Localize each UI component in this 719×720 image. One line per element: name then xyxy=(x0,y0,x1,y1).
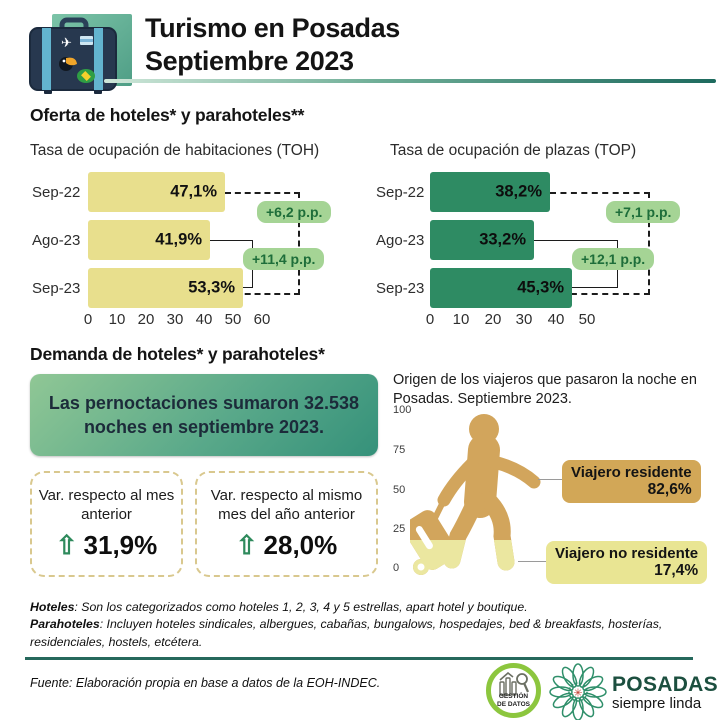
top-bar-ago23: 33,2% xyxy=(430,220,534,260)
top-dashed-connector xyxy=(550,192,650,295)
footnote-parahoteles-def: : Incluyen hoteles sindicales, albergues… xyxy=(30,617,663,649)
residente-value: 82,6% xyxy=(647,481,692,498)
kpi-var-anio-anterior: Var. respecto al mismo mes del año anter… xyxy=(195,471,378,577)
toh-value-sep22: 47,1% xyxy=(170,182,217,201)
kpi1-value: 31,9% xyxy=(83,529,158,560)
top-cat-sep22: Sep-22 xyxy=(376,184,425,201)
residente-label: Viajero residente xyxy=(571,464,692,481)
top-chart-title: Tasa de ocupación de plazas (TOP) xyxy=(390,142,637,159)
footnotes: Hoteles: Son los categorizados como hote… xyxy=(30,599,694,651)
posadas-flower-logo: ✳ xyxy=(549,663,607,720)
toh-xtick-0: 0 xyxy=(83,311,93,328)
posadas-wordmark: POSADAS siempre linda xyxy=(612,674,718,712)
top-xtick-0: 0 xyxy=(425,311,435,328)
kpi1-label: Var. respecto al mes anterior xyxy=(38,487,175,523)
top-xtick-40: 40 xyxy=(547,311,565,328)
top-xtick-20: 20 xyxy=(484,311,502,328)
origen-ytick-50: 50 xyxy=(393,484,406,496)
top-cat-ago23: Ago-23 xyxy=(376,232,425,249)
toh-cat-ago23: Ago-23 xyxy=(32,232,81,249)
title-underline-gradient xyxy=(104,79,716,83)
toh-bar-ago23: 41,9% xyxy=(88,220,210,260)
posadas-tagline: siempre linda xyxy=(612,695,702,712)
toh-xtick-30: 30 xyxy=(166,311,184,328)
top-value-sep23: 45,3% xyxy=(517,278,564,297)
gestion-de-datos-logo: GESTIÓN DE DATOS xyxy=(486,663,541,718)
footnote-parahoteles-term: Parahoteles xyxy=(30,617,100,632)
page-title-line2: Septiembre 2023 xyxy=(145,45,354,76)
origen-ytick-0: 0 xyxy=(393,562,400,574)
toh-annotation-mom: +11,4 p.p. xyxy=(243,248,325,270)
traveler-pictogram xyxy=(410,412,550,582)
toh-value-sep23: 53,3% xyxy=(188,278,235,297)
toh-xtick-50: 50 xyxy=(224,311,242,328)
source-note: Fuente: Elaboración propia en base a dat… xyxy=(30,676,381,690)
top-xtick-30: 30 xyxy=(515,311,533,328)
kpi2-value: 28,0% xyxy=(263,529,338,560)
data-chart-magnifier-icon xyxy=(499,672,530,696)
residente-leader-line xyxy=(538,479,562,480)
kpi-var-mes-anterior: Var. respecto al mes anterior ⇧ 31,9% xyxy=(30,471,183,577)
up-arrow-icon: ⇧ xyxy=(55,530,78,561)
toh-xtick-40: 40 xyxy=(195,311,213,328)
top-xtick-10: 10 xyxy=(452,311,470,328)
top-bar-sep23: 45,3% xyxy=(430,268,572,308)
viajero-residente-chip: Viajero residente 82,6% xyxy=(562,460,701,503)
toh-cat-sep22: Sep-22 xyxy=(32,184,81,201)
toh-chart-title: Tasa de ocupación de habitaciones (TOH) xyxy=(30,142,320,159)
no-residente-value: 17,4% xyxy=(654,562,699,579)
toh-annotation-yoy: +6,2 p.p. xyxy=(257,201,332,223)
top-cat-sep23: Sep-23 xyxy=(376,280,425,297)
oferta-section-heading: Oferta de hoteles* y parahoteles** xyxy=(30,105,305,125)
gestion-line2: DE DATOS xyxy=(497,700,530,708)
top-value-ago23: 33,2% xyxy=(479,230,526,249)
footnote-hoteles-term: Hoteles xyxy=(30,600,75,614)
suitcase-travel-icon: ✈ xyxy=(29,14,132,94)
toh-bar-sep23: 53,3% xyxy=(88,268,243,308)
origen-ytick-100: 100 xyxy=(393,404,412,416)
top-annotation-mom: +12,1 p.p. xyxy=(572,248,655,270)
toh-cat-sep23: Sep-23 xyxy=(32,280,81,297)
toh-xtick-10: 10 xyxy=(108,311,126,328)
no-residente-leader-line xyxy=(518,561,546,562)
top-bar-sep22: 38,2% xyxy=(430,172,550,212)
kpi2-label: Var. respecto al mismo mes del año anter… xyxy=(210,487,363,523)
page-title-line1: Turismo en Posadas xyxy=(145,13,400,43)
gestion-line1: GESTIÓN xyxy=(498,693,529,701)
viajero-no-residente-chip: Viajero no residente 17,4% xyxy=(546,541,708,584)
origen-chart-title: Origen de los viajeros que pasaron la no… xyxy=(393,372,697,407)
svg-text:✳: ✳ xyxy=(573,688,582,700)
page-title: Turismo en Posadas Septiembre 2023 xyxy=(145,12,400,78)
svg-text:✈: ✈ xyxy=(61,35,72,50)
toh-bar-sep22: 47,1% xyxy=(88,172,225,212)
demanda-section-heading: Demanda de hoteles* y parahoteles* xyxy=(30,344,325,364)
toh-value-ago23: 41,9% xyxy=(155,230,202,249)
pernoctaciones-highlight: Las pernoctaciones sumaron 32.538 noches… xyxy=(30,374,378,456)
footer-divider xyxy=(25,657,693,660)
toh-dashed-connector xyxy=(225,192,300,295)
toh-xtick-60: 60 xyxy=(253,311,271,328)
top-xtick-50: 50 xyxy=(578,311,596,328)
gestion-logo-text: GESTIÓN DE DATOS xyxy=(491,693,536,708)
origen-ytick-25: 25 xyxy=(393,523,406,535)
no-residente-label: Viajero no residente xyxy=(555,545,699,562)
footnote-hoteles-def: : Son los categorizados como hoteles 1, … xyxy=(74,600,528,614)
origen-ytick-75: 75 xyxy=(393,444,406,456)
up-arrow-icon: ⇧ xyxy=(235,530,258,561)
pernoctaciones-text: Las pernoctaciones sumaron 32.538 noches… xyxy=(48,392,360,437)
posadas-name: POSADAS xyxy=(612,673,718,696)
top-annotation-yoy: +7,1 p.p. xyxy=(606,201,681,223)
top-value-sep22: 38,2% xyxy=(495,182,542,201)
toh-xtick-20: 20 xyxy=(137,311,155,328)
